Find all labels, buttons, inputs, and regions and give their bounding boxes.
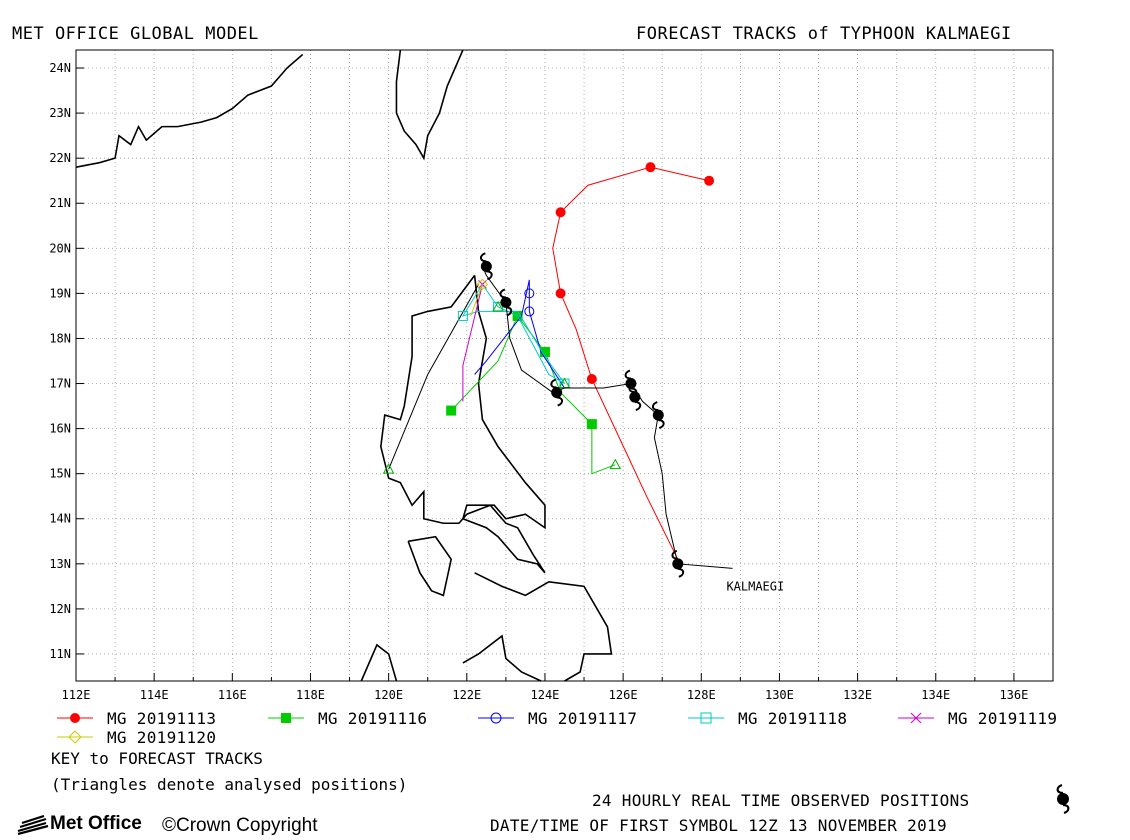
forecast-track-map: 112E 114E 116E 118E 120E 122E 124E 126E 128E 130E… [49,49,1054,700]
track-point-mg-20191113 [555,288,566,299]
left-title: MET OFFICE GLOBAL MODEL [12,24,259,44]
analysed-track-line [388,284,479,470]
typhoon-observed-icon [624,369,638,398]
storm-name-label: KALMAEGI [726,579,784,593]
lon-tick-label: 114E [140,688,169,700]
track-point-mg-20191117 [524,306,535,317]
analysed-position-triangle [382,463,395,474]
track-point-mg-20191120 [476,278,489,291]
track-line-mg-20191116 [450,314,616,475]
track-point-mg-20191118 [457,310,468,321]
observed-track-line [481,266,733,569]
track-line-mg-20191113 [552,166,710,560]
track-point-mg-20191116 [539,346,550,357]
legend-label-mg-20191116: MG 20191116 [318,709,428,728]
lon-tick-label: 122E [452,688,481,700]
coastline [395,49,464,161]
lat-tick-label: 21N [49,196,71,210]
lon-tick-label: 136E [999,688,1028,700]
track-point-mg-20191117 [524,288,535,299]
coastline [360,643,398,682]
coastline [407,535,453,597]
typhoon-observed-icon [499,288,513,317]
right-title: FORECAST TRACKS of TYPHOON KALMAEGI [636,24,1012,44]
track-point-mg-20191113 [645,162,656,173]
coastline [474,572,613,682]
lat-tick-label: 23N [49,106,71,120]
lon-tick-label: 130E [765,688,794,700]
legend-marker-mg-20191116 [268,713,304,723]
lat-tick-label: 24N [49,61,71,75]
lat-lon-grid [75,50,1054,681]
lon-tick-label: 126E [609,688,638,700]
legend-label-mg-20191117: MG 20191117 [528,709,638,728]
typhoon-symbol-icon [1056,783,1070,815]
lat-tick-label: 16N [49,422,71,436]
lat-tick-label: 22N [49,151,71,165]
lon-tick-label: 118E [296,688,325,700]
lat-tick-label: 17N [49,377,71,391]
legend-marker-mg-20191113 [57,713,93,723]
legend-label-mg-20191119: MG 20191119 [948,709,1058,728]
lat-tick-label: 14N [49,512,71,526]
met-office-logo-text: Met Office [50,813,142,834]
lat-tick-label: 20N [49,241,71,255]
track-point-mg-20191116 [446,405,457,416]
typhoon-observed-icon [479,252,493,281]
lat-tick-label: 12N [49,602,71,616]
observed-positions-label: 24 HOURLY REAL TIME OBSERVED POSITIONS [592,791,970,810]
met-office-logo-icon [17,815,49,835]
crown-copyright: ©Crown Copyright [162,815,318,836]
legend-key-title: KEY to FORECAST TRACKS [51,749,263,768]
track-point-mg-20191113 [555,207,566,218]
legend-label-mg-20191120: MG 20191120 [107,728,217,747]
legend-key-note: (Triangles denote analysed positions) [51,775,408,794]
analysed-position-triangle [558,377,571,389]
lon-tick-label: 134E [921,688,950,700]
track-line-mg-20191120 [470,284,483,317]
lon-tick-label: 120E [374,688,403,700]
analysed-position-triangle [609,458,622,470]
legend-marker-mg-20191117 [478,712,514,724]
legend-marker-mg-20191118 [688,712,724,724]
legend-marker-mg-20191119 [898,712,934,724]
lon-tick-label: 132E [843,688,872,700]
map-frame [75,49,1054,682]
coastline [380,274,546,574]
lon-tick-label: 112E [62,688,91,700]
first-symbol-datetime: DATE/TIME OF FIRST SYMBOL 12Z 13 NOVEMBE… [490,816,947,835]
track-line-mg-20191118 [461,283,565,384]
observed-track [479,252,733,578]
legend-marker-mg-20191120 [57,730,93,744]
lon-tick-label: 128E [687,688,716,700]
lat-tick-label: 15N [49,467,71,481]
lat-tick-label: 18N [49,331,71,345]
track-point-mg-20191113 [586,374,597,385]
lat-tick-label: 11N [49,647,71,661]
coastline [75,53,304,168]
lon-tick-label: 116E [218,688,247,700]
typhoon-observed-icon [671,549,685,578]
legend-label-mg-20191113: MG 20191113 [107,709,217,728]
legend-label-mg-20191118: MG 20191118 [738,709,848,728]
track-point-mg-20191113 [704,175,715,186]
track-line-mg-20191117 [474,279,565,389]
axis-ticks: 112E 114E 116E 118E 120E 122E 124E 126E 128E 130E… [49,61,1054,700]
forecast-tracks [382,162,715,560]
track-point-mg-20191116 [586,419,597,430]
coastline [462,634,542,682]
typhoon-observed-icon [550,378,564,407]
analysed-position-triangle [492,300,504,312]
track-line-mg-20191119 [462,284,483,402]
lat-tick-label: 13N [49,557,71,571]
lon-tick-label: 124E [531,688,560,700]
coastlines [75,49,613,682]
typhoon-observed-icon [651,401,665,430]
lat-tick-label: 19N [49,286,71,300]
